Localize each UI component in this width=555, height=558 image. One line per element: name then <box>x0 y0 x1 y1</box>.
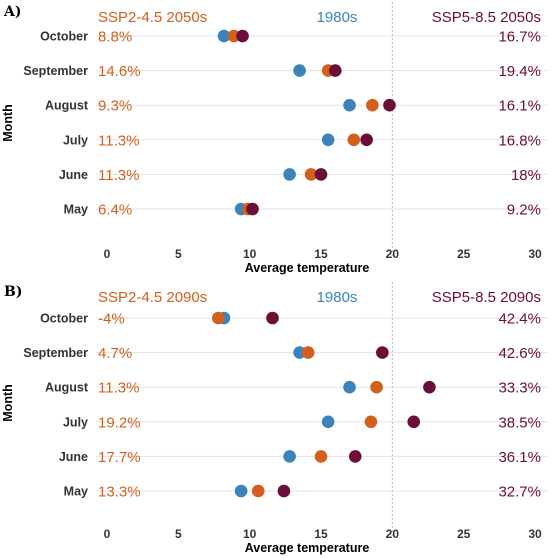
panel-1-x-tick-label: 0 <box>104 247 111 261</box>
panel-1-ssp245-change: 6.4% <box>98 202 132 219</box>
panel-1-ssp245-change: 14.6% <box>98 63 141 80</box>
panel-1-ssp585-change: 16.1% <box>498 98 541 115</box>
panel-2-x-tick-label: 25 <box>457 527 471 541</box>
panel-1-ssp585-change: 16.8% <box>498 132 541 149</box>
panel-1-x-axis-title: Average temperature <box>245 261 370 275</box>
panel-2-dot-series-2 <box>314 450 328 463</box>
panel-1-month-label: October <box>40 30 88 44</box>
panel-2-month-label: August <box>45 381 89 395</box>
panel-2-label: B) <box>4 284 22 300</box>
panel-1-ssp585-change: 18% <box>511 167 541 184</box>
panel-1-dot-series-1 <box>293 64 306 77</box>
panel-2-dot-series-2 <box>211 311 225 325</box>
panel-2-dot-series-1 <box>234 484 248 498</box>
panel-2-ssp585-change: 32.7% <box>498 484 541 501</box>
panel-2-x-tick-label: 10 <box>243 527 257 541</box>
panel-2-ssp585-change: 42.4% <box>498 311 541 328</box>
panel-1-month-label: August <box>45 99 89 113</box>
panel-1-month-label: July <box>63 133 88 147</box>
panel-1-y-axis-title: Month <box>1 104 15 141</box>
panel-1-ssp245-change: 9.3% <box>98 98 132 115</box>
panel-2-dot-series-2 <box>301 346 315 359</box>
panel-2-x-tick-label: 0 <box>104 527 111 541</box>
panel-2-title-baseline: 1980s <box>317 289 358 306</box>
panel-1-dot-series-1 <box>343 98 356 112</box>
panel-2-y-axis-title: Month <box>1 384 15 421</box>
panel-2-title-ssp245: SSP2-4.5 2090s <box>98 289 207 306</box>
panel-2-ssp245-change: 17.7% <box>98 449 141 466</box>
panel-2-x-tick-label: 30 <box>528 527 542 541</box>
panel-2-dot-series-2 <box>364 415 378 429</box>
panel-2-ssp245-change: 4.7% <box>98 345 132 362</box>
panel-2-ssp245-change: -4% <box>98 311 125 328</box>
panel-2-month-label: September <box>23 346 88 360</box>
panel-1-ssp245-change: 11.3% <box>98 167 139 184</box>
panel-1-month-label: May <box>64 203 88 217</box>
panel-2-dot-series-2 <box>370 380 383 394</box>
panel-1-dot-series-1 <box>321 133 335 147</box>
panel-2-dot-series-1 <box>283 450 296 463</box>
panel-1-ssp245-change: 11.3% <box>98 132 139 149</box>
panel-1-dot-series-3 <box>246 202 259 216</box>
panel-2-dot-series-3 <box>266 311 279 325</box>
panel-1-dot-series-3 <box>328 64 342 77</box>
panel-1-ssp585-change: 9.2% <box>507 202 541 219</box>
panel-1-dot-series-1 <box>217 29 231 43</box>
panel-1-dot-series-3 <box>360 133 373 147</box>
panel-2-dot-series-3 <box>277 484 291 498</box>
panel-2-dot-series-3 <box>348 450 362 463</box>
panel-2-ssp585-change: 42.6% <box>498 345 541 362</box>
panel-1-ssp585-change: 16.7% <box>498 29 541 46</box>
panel-2-ssp585-change: 38.5% <box>498 414 541 431</box>
panel-2-x-axis-title: Average temperature <box>245 541 370 555</box>
panel-1-ssp585-change: 19.4% <box>498 63 541 80</box>
panel-2-ssp245-change: 19.2% <box>98 414 141 431</box>
panel-1-x-tick-label: 25 <box>457 247 471 261</box>
panel-2-dot-series-3 <box>376 346 389 359</box>
panel-2-ssp585-change: 33.3% <box>498 380 541 397</box>
panel-1-x-tick-label: 5 <box>175 247 182 261</box>
panel-1-x-tick-label: 10 <box>243 247 257 261</box>
panel-2-month-label: July <box>63 415 88 429</box>
panel-2-month-label: May <box>64 485 88 499</box>
panel-1-dot-series-2 <box>366 98 379 112</box>
panel-1-dot-series-2 <box>347 133 361 147</box>
panel-1-dot-series-3 <box>383 98 396 112</box>
panel-2-ssp245-change: 11.3% <box>98 380 139 397</box>
panel-1-title-ssp245: SSP2-4.5 2050s <box>98 9 207 26</box>
panel-1-month-label: June <box>59 168 88 182</box>
panel-2-month-label: October <box>40 312 88 326</box>
panel-2-dot-series-1 <box>343 380 356 394</box>
panel-2-dot-series-3 <box>423 380 436 394</box>
panel-1-ssp245-change: 8.8% <box>98 29 132 46</box>
panel-1-title-baseline: 1980s <box>317 9 358 26</box>
panel-2-ssp585-change: 36.1% <box>498 449 541 466</box>
panel-1-x-tick-label: 15 <box>314 247 328 261</box>
panel-1-dot-series-3 <box>314 168 328 181</box>
panel-1-dot-series-3 <box>236 29 249 43</box>
panel-2-x-tick-label: 15 <box>314 527 328 541</box>
panel-2-dot-series-3 <box>407 415 421 429</box>
panel-1-x-tick-label: 30 <box>528 247 542 261</box>
panel-1-title-ssp585: SSP5-8.5 2050s <box>432 9 541 26</box>
panel-2-month-label: June <box>59 450 88 464</box>
panel-1-dot-series-2 <box>304 168 318 181</box>
panel-2-title-ssp585: SSP5-8.5 2090s <box>432 289 541 306</box>
panel-1-label: A) <box>3 4 22 20</box>
panel-1-dot-series-1 <box>283 168 296 181</box>
panel-2-ssp245-change: 13.3% <box>98 484 141 501</box>
panel-2-x-tick-label: 5 <box>175 527 182 541</box>
panel-2-dot-series-2 <box>251 484 265 498</box>
panel-1-x-tick-label: 20 <box>386 247 400 261</box>
panel-2-dot-series-1 <box>321 415 335 429</box>
panel-2-x-tick-label: 20 <box>386 527 400 541</box>
panel-1-month-label: September <box>23 64 88 78</box>
